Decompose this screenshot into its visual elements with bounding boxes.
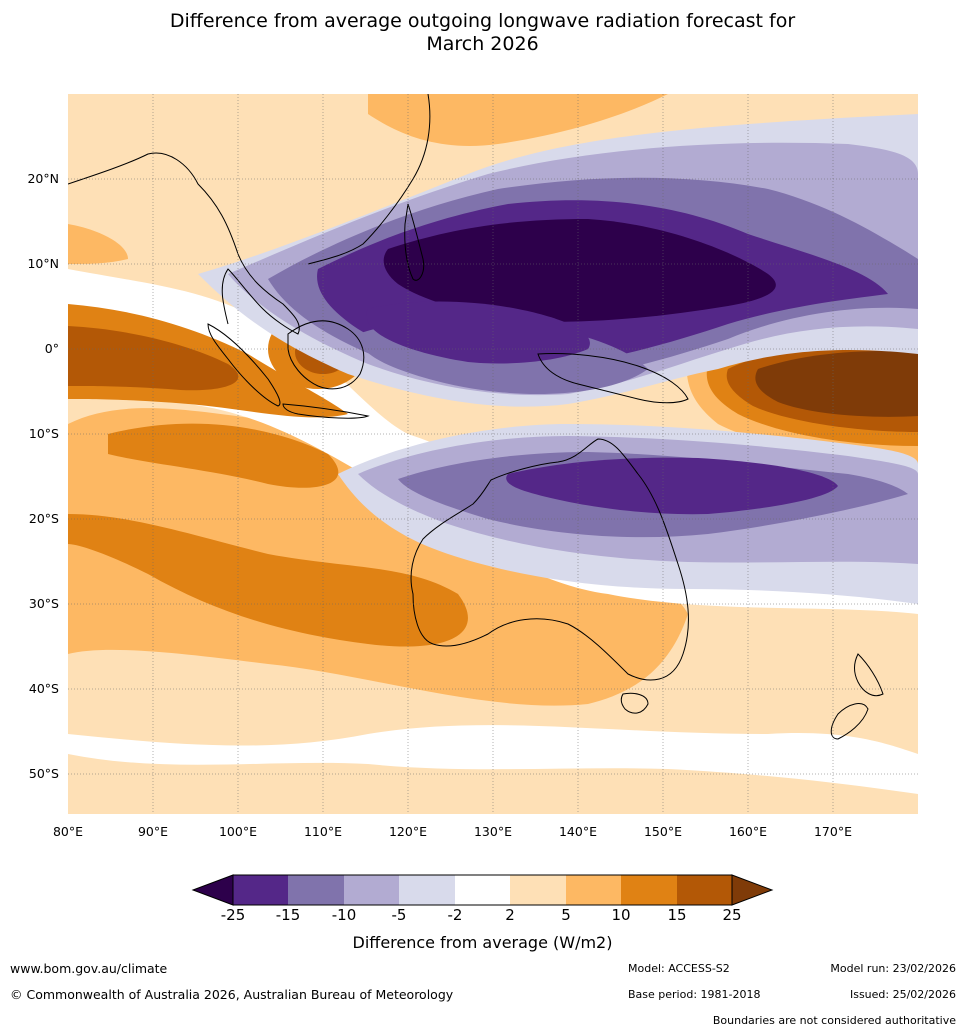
tasmania-coastline [620,692,649,714]
philippines-coastline [404,203,425,281]
lat-label: 30°S [28,596,59,611]
colorbar-frame [232,874,733,906]
australia-coastline [410,438,689,681]
lat-label: 40°S [28,681,59,696]
website-link[interactable]: www.bom.gov.au/climate [10,961,168,976]
china-sea-pos5-region [368,94,668,146]
colorbar-tick-label: 25 [722,906,742,924]
colorbar-title: Difference from average (W/m2) [352,933,613,952]
pacific-pos25-region [755,350,918,417]
lat-label: 50°S [28,766,59,781]
map-title: Difference from average outgoing longwav… [0,10,965,56]
new-zealand-coastline [830,653,884,740]
colorbar-bin-pos5-10 [566,875,621,905]
lon-label: 130°E [473,824,512,839]
colorbar-tick-label: -5 [391,906,407,924]
lon-label: 160°E [728,824,767,839]
colorbar-tick-label: -10 [331,906,357,924]
south-pos10-region [68,514,468,647]
borneo-coastline [287,320,365,390]
coastlines [68,94,884,740]
lon-label: 100°E [218,824,257,839]
colorbar-tick-label: 15 [667,906,687,924]
title-line-2: March 2026 [426,33,539,55]
model-name: Model: ACCESS-S2 [628,962,730,975]
indian-ocean-pos10-band [108,423,339,488]
lon-label: 170°E [813,824,852,839]
south-pos5-region [68,408,688,706]
south-neg15-region [506,457,838,515]
lat-label: 10°N [27,256,59,271]
model-run-date: Model run: 23/02/2026 [830,962,956,975]
gridlines [68,94,918,814]
lon-label: 90°E [137,824,169,839]
colorbar-tick-label: 5 [561,906,571,924]
issued-date: Issued: 25/02/2026 [849,988,956,1001]
north-neg25-region [383,219,776,322]
colorbar-bin-neg10-15 [288,875,344,905]
copyright-notice: © Commonwealth of Australia 2026, Austra… [10,987,454,1002]
boundaries-disclaimer: Boundaries are not considered authoritat… [712,1014,956,1027]
colorbar-tick-label: 2 [505,906,515,924]
lat-label: 10°S [28,426,59,441]
colorbar-tick-label: -15 [275,906,301,924]
southern-neutral-band [68,725,918,794]
base-period: Base period: 1981-2018 [628,988,761,1001]
lon-label: 140°E [558,824,597,839]
colorbar-bin-pos2-5 [510,875,566,905]
olr-anomaly-map [68,94,918,814]
maritime-neg15-region [366,301,590,364]
lat-label: 0° [44,341,59,356]
colorbar-bin-pos10-15 [621,875,677,905]
asia-coastline [68,94,431,335]
colorbar-bin-pos15-25 [677,875,732,905]
asia-pos5-region [68,224,128,264]
lon-label: 80°E [52,824,84,839]
colorbar-tick-label: 10 [611,906,631,924]
java-coastline [282,403,370,419]
colorbar [191,874,774,906]
lon-label: 120°E [388,824,427,839]
colorbar-extend-low [191,874,234,906]
colorbar-extend-high [731,874,774,906]
lat-label: 20°S [28,511,59,526]
title-line-1: Difference from average outgoing longwav… [169,10,796,32]
colorbar-bin-neutral [455,875,510,905]
colorbar-tick-label: -2 [447,906,463,924]
colorbar-bin-neg2-5 [399,875,455,905]
lat-label: 20°N [27,171,59,186]
colorbar-bin-neg15-25 [233,875,288,905]
new-guinea-coastline [537,353,689,404]
colorbar-tick-label: -25 [220,906,246,924]
colorbar-bin-neg5-10 [344,875,399,905]
lon-label: 110°E [303,824,342,839]
sumatra-coastline [207,323,281,407]
lon-label: 150°E [643,824,682,839]
